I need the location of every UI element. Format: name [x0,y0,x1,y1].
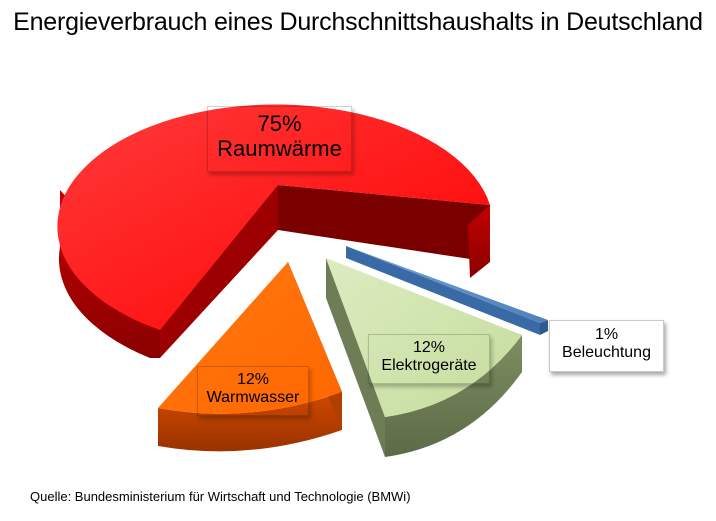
label-elektrogeraete: 12% Elektrogeräte [368,334,490,384]
label-raumwaerme: 75% Raumwärme [207,106,352,172]
chart-title: Energieverbrauch eines Durchschnittshaus… [13,8,703,36]
label-beleuchtung: 1% Beleuchtung [549,320,664,372]
slice-elektrogeraete [326,258,522,457]
label-warmwasser: 12% Warmwasser [197,366,309,416]
label-raumwaerme-name: Raumwärme [217,136,342,162]
label-beleuchtung-value: 1% [594,326,619,343]
label-elektrogeraete-name: Elektrogeräte [381,357,477,375]
slice-beleuchtung [346,246,548,335]
slice-warmwasser [158,262,342,452]
label-beleuchtung-name: Beleuchtung [562,344,651,362]
source-note: Quelle: Bundesministerium für Wirtschaft… [30,489,411,504]
label-warmwasser-value: 12% [236,371,270,388]
label-warmwasser-name: Warmwasser [206,389,300,407]
label-raumwaerme-value: 75% [257,111,302,136]
label-elektrogeraete-value: 12% [412,339,446,356]
slice-raumwaerme [57,104,490,358]
